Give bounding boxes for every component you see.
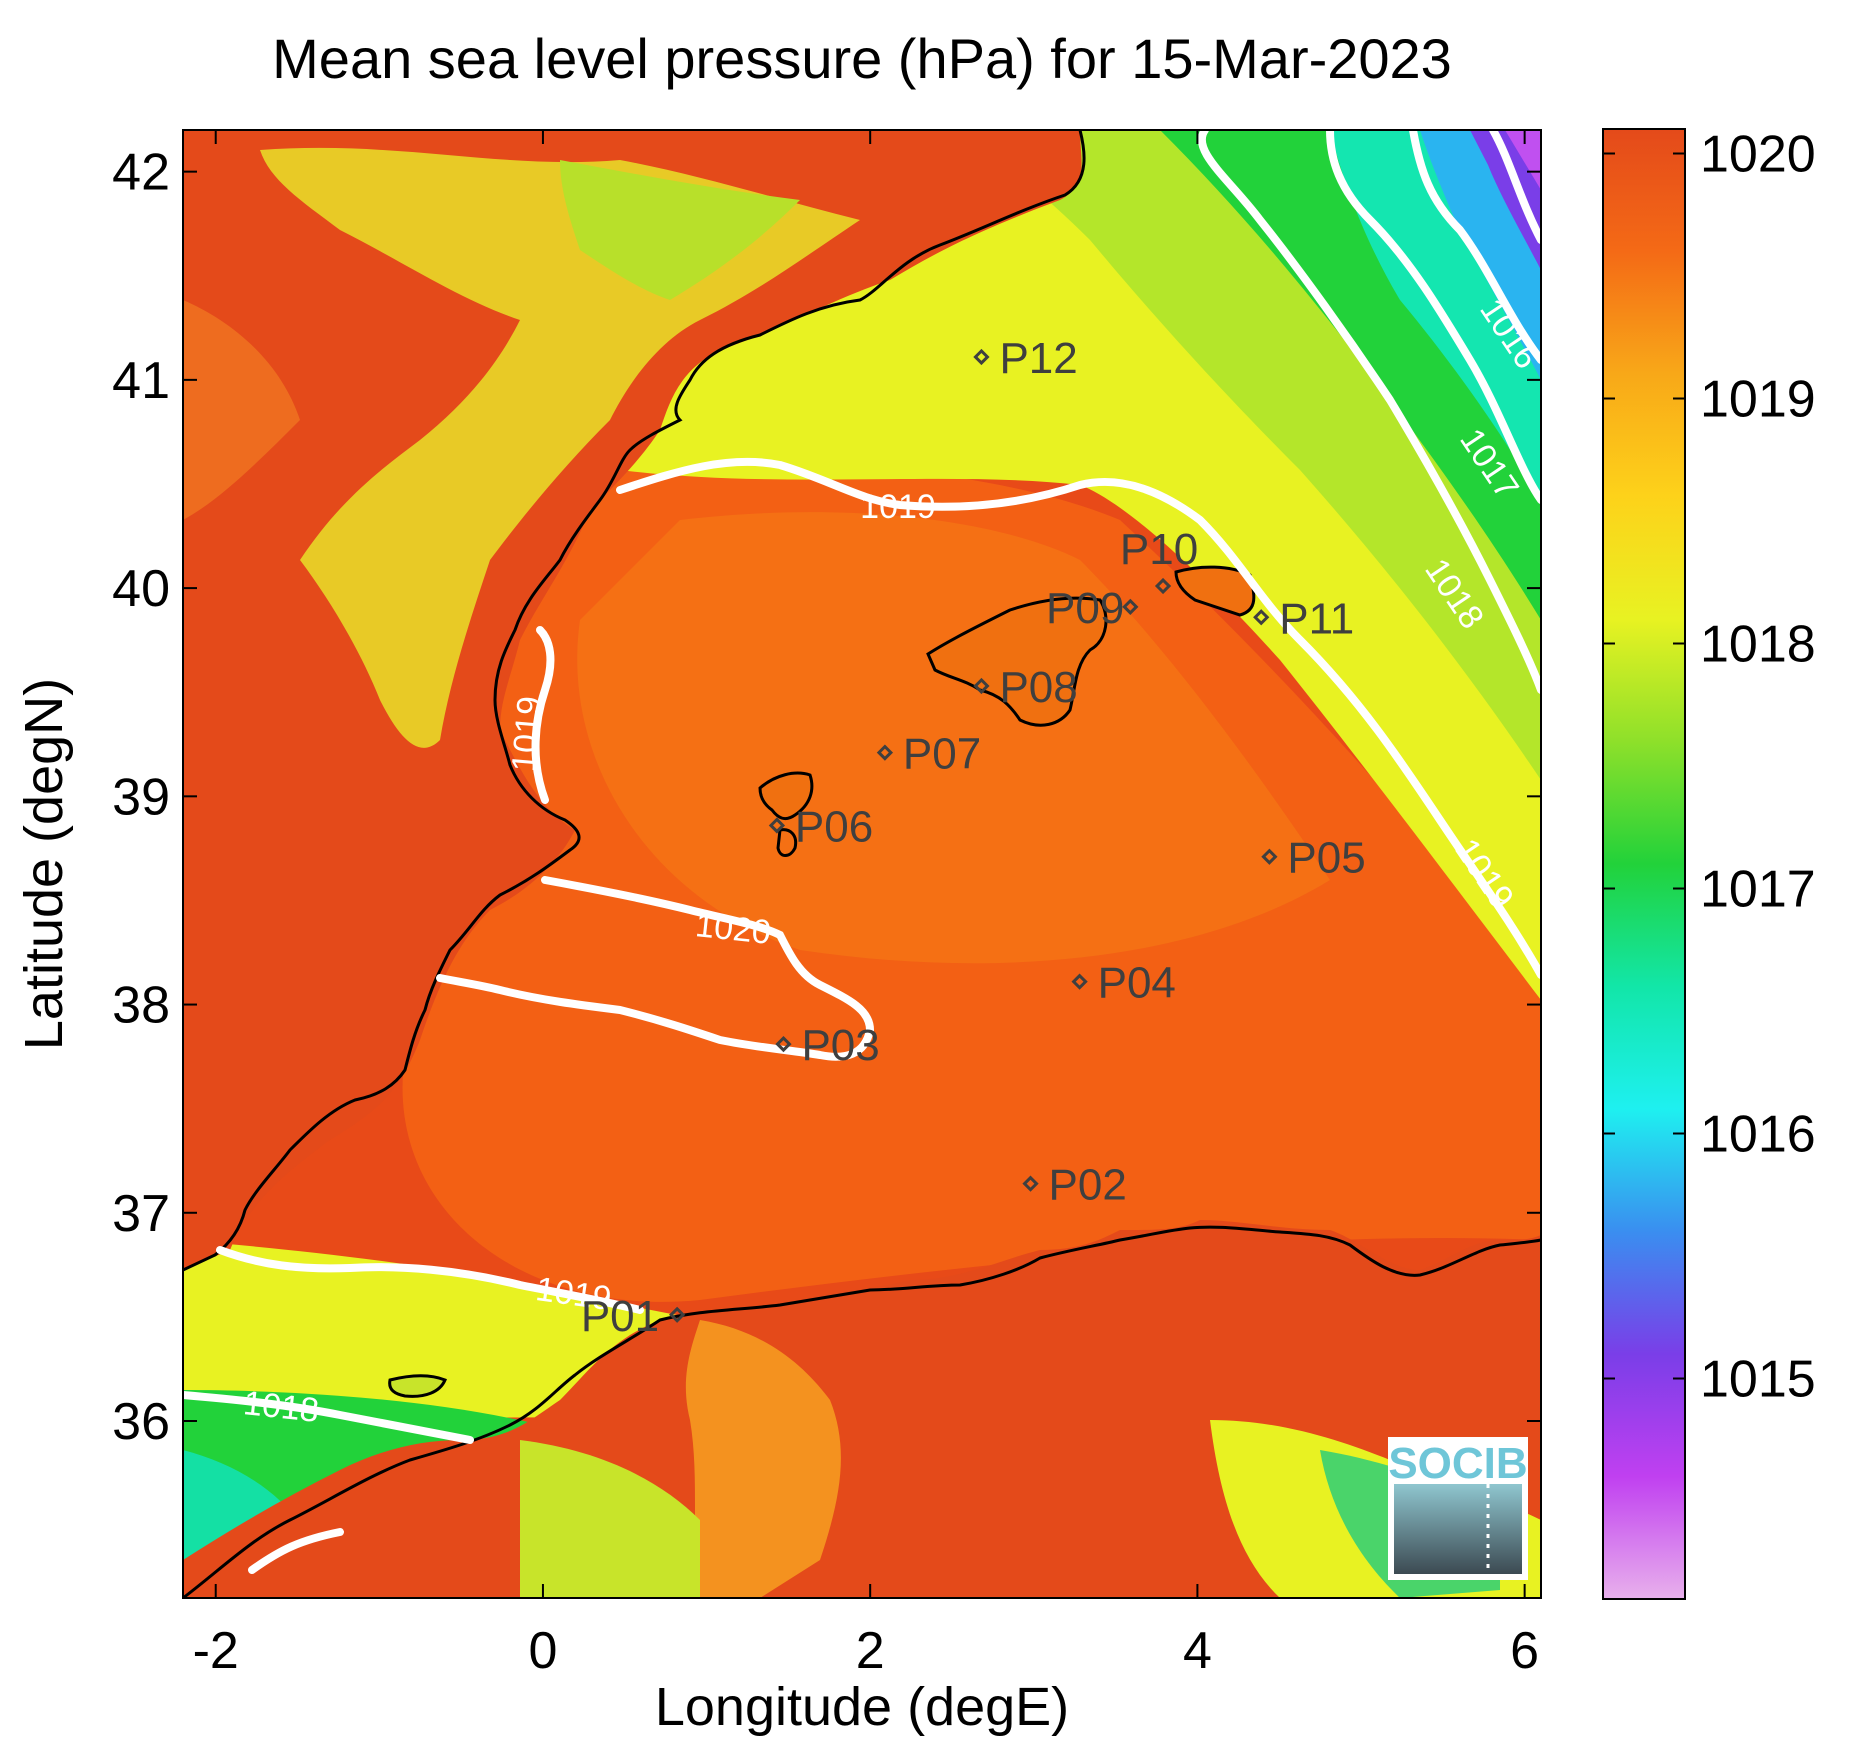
iberia-yellow-highlands <box>260 147 860 748</box>
station-label: P08 <box>999 663 1077 712</box>
africa-orange-patch <box>685 1320 841 1598</box>
x-tick-label: 0 <box>528 1622 557 1680</box>
y-tick-label: 40 <box>112 560 170 618</box>
y-axis-ticks: 36 37 38 39 40 41 42 <box>112 144 1541 1451</box>
x-tick-label: 2 <box>856 1622 885 1680</box>
logo-text: SOCIB <box>1388 1439 1527 1488</box>
contour-label: 1020 <box>694 906 773 952</box>
contour-1018-south <box>183 1391 474 1444</box>
station-label: P01 <box>581 1292 659 1341</box>
africa-yellowgreen-patch <box>520 1440 700 1598</box>
colorbar <box>1602 128 1686 1600</box>
contour-1018-north <box>1197 130 1541 694</box>
station-label: P05 <box>1287 834 1365 883</box>
station-label: P02 <box>1049 1161 1127 1210</box>
station-label: P07 <box>903 730 981 779</box>
ibiza-land <box>760 773 812 819</box>
colorbar-tick-label: 1018 <box>1700 616 1816 674</box>
station-marker <box>668 1306 686 1323</box>
contour-1017 <box>1326 130 1541 504</box>
station-marker <box>768 817 786 834</box>
contour-1015 <box>1489 130 1541 244</box>
contour-1020 <box>436 876 875 1061</box>
map-title: Mean sea level pressure (hPa) for 15-Mar… <box>272 27 1452 90</box>
station-label: P12 <box>999 334 1077 383</box>
iberia-green-highlands <box>560 160 800 300</box>
y-tick-label: 39 <box>112 768 170 826</box>
sea-purple-band <box>1505 130 1541 190</box>
station-marker <box>1261 848 1278 865</box>
alboran-coastline <box>388 1374 447 1398</box>
sea-orange-core <box>577 512 1330 964</box>
colorbar-tick-label: 1017 <box>1700 861 1816 919</box>
plot-area: 1016 1017 1018 1019 1019 1019 1020 1019 … <box>183 130 1541 1598</box>
formentera-coastline <box>776 828 798 857</box>
station-label: P10 <box>1120 525 1198 574</box>
logo-gradient <box>1394 1484 1522 1574</box>
stations-layer: P01 P02 P03 P04 P05 P06 P07 P08 P09 P10 P11 P12 <box>581 334 1366 1341</box>
contour-1018-southwest <box>248 1528 344 1574</box>
station-marker <box>775 1035 792 1053</box>
iberia-orange-patch <box>183 300 300 520</box>
iberia-coastline <box>183 130 1086 1272</box>
x-axis-ticks: -2 0 2 4 6 <box>193 130 1539 1680</box>
sea-violet-band <box>1470 130 1541 270</box>
colorbar-tick-label: 1020 <box>1700 126 1816 184</box>
y-tick-label: 36 <box>112 1393 170 1451</box>
x-tick-label: 6 <box>1510 1622 1539 1680</box>
station-marker <box>1071 973 1088 990</box>
y-tick-label: 37 <box>112 1185 170 1243</box>
mallorca-coastline <box>926 596 1108 727</box>
contour-label: 1019 <box>860 488 936 526</box>
colorbar-ticks: 1015 1016 1017 1018 1019 1020 <box>1603 126 1816 1409</box>
alboran-land <box>389 1375 445 1397</box>
contour-1019-north <box>616 457 1541 979</box>
socib-logo: SOCIB <box>1388 1437 1528 1580</box>
station-marker <box>1022 1175 1039 1192</box>
station-marker <box>876 744 894 761</box>
colorbar-tick-label: 1019 <box>1700 371 1816 429</box>
y-axis-label: Latitude (degN) <box>14 678 74 1050</box>
station-marker <box>973 348 990 366</box>
menorca-coastline <box>1174 565 1256 617</box>
station-label: P04 <box>1098 959 1176 1008</box>
contour-1019-south <box>216 1246 644 1314</box>
station-label: P06 <box>795 802 873 851</box>
station-marker <box>973 677 990 695</box>
ibiza-coastline <box>758 771 814 821</box>
x-axis-label: Longitude (degE) <box>655 1677 1069 1737</box>
station-marker <box>1154 577 1172 595</box>
menorca-land <box>1176 567 1254 615</box>
x-tick-label: 4 <box>1183 1622 1212 1680</box>
contour-label-group: 1016 1017 1018 1019 1019 1019 1020 1019 … <box>242 292 1541 1430</box>
y-tick-label: 42 <box>112 144 170 202</box>
contour-group <box>183 130 1541 1574</box>
station-marker <box>1122 598 1139 615</box>
y-tick-label: 41 <box>112 352 170 410</box>
africa-coastline <box>183 1225 1541 1598</box>
station-label: P09 <box>1046 584 1124 633</box>
colorbar-tick-label: 1015 <box>1700 1351 1816 1409</box>
contour-label: 1018 <box>242 1384 321 1430</box>
contour-1019-west <box>531 626 555 804</box>
station-label: P11 <box>1279 594 1354 643</box>
coastline-group <box>183 130 1541 1598</box>
station-label: P03 <box>801 1021 879 1070</box>
x-tick-label: -2 <box>193 1622 239 1680</box>
y-tick-label: 38 <box>112 977 170 1035</box>
contour-label: 1019 <box>505 695 549 774</box>
iberia-land <box>183 130 1082 1270</box>
plot-frame <box>182 129 1542 1599</box>
colorbar-tick-label: 1016 <box>1700 1106 1816 1164</box>
contour-1016 <box>1409 130 1541 364</box>
station-marker <box>1253 609 1270 626</box>
